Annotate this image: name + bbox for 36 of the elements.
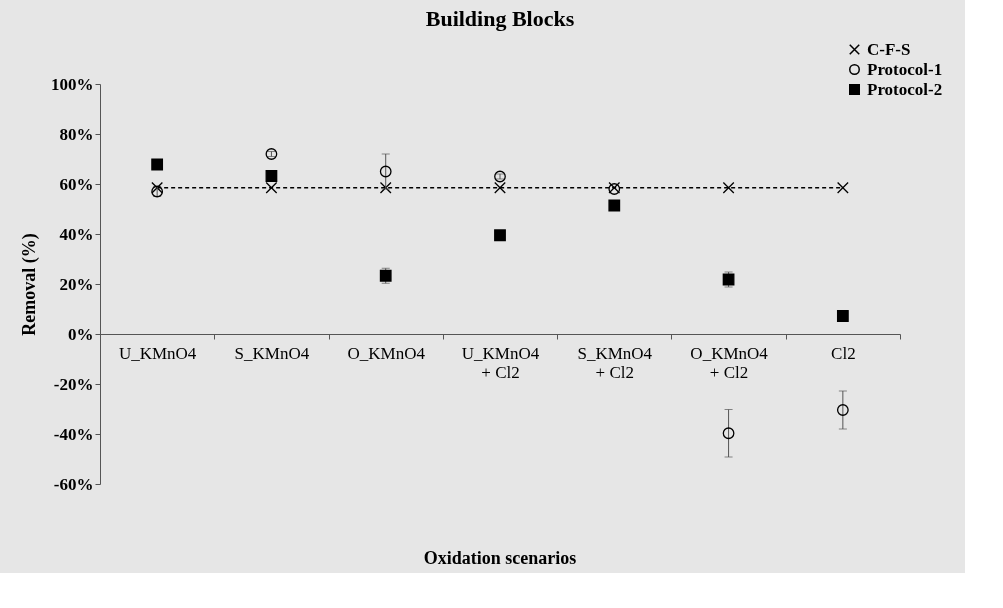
y-tick-label: 100% [51,74,94,94]
point [608,199,621,212]
point [379,165,392,178]
point [836,181,849,194]
y-tick-label: 40% [59,224,94,244]
point [494,181,506,194]
point [836,310,849,322]
x-tick-label: S_KMnO4 + Cl2 [577,343,653,382]
point [265,181,278,194]
point [836,404,849,416]
point [722,181,735,194]
x-tick-label: O_KMnO4 [347,343,426,363]
y-tick-label: 20% [59,274,94,294]
x-tick-label: U_KMnO4 + Cl2 [461,343,540,382]
x-tick-label: Cl2 [831,343,856,363]
legend-label: Protocol-2 [867,79,943,99]
y-axis-title: Removal (%) [19,233,40,336]
y-tick-label: 0% [68,324,94,344]
point [265,170,278,182]
y-tick-label: -60% [53,474,94,494]
point [151,158,164,171]
x-tick-label: U_KMnO4 [118,343,197,363]
x-tick-label: O_KMnO4 + Cl2 [690,343,769,382]
point [379,181,392,194]
legend-label: Protocol-1 [867,59,943,79]
y-tick-label: 80% [59,124,94,144]
x-axis-title: Oxidation scenarios [423,548,577,568]
x-tick-label: S_KMnO4 [234,343,310,363]
point [151,181,164,194]
y-tick-label: 60% [59,174,94,194]
legend-label: C-F-S [867,39,911,59]
point [494,229,506,242]
y-tick-label: -20% [53,374,94,394]
point [722,427,735,440]
chart-title: Building Blocks [425,6,575,31]
y-tick-label: -40% [53,424,94,444]
